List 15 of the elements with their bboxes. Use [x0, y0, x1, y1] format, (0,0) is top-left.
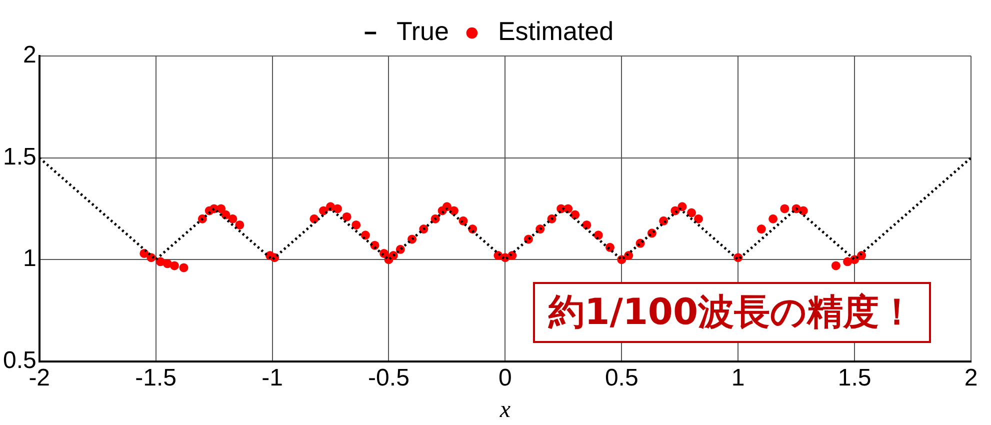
annotation: 約1/100波長の精度！ — [532, 282, 931, 343]
x-axis-title: x — [498, 396, 511, 423]
x-tick-label: 2 — [964, 364, 978, 392]
x-tick-label: 1.5 — [838, 364, 872, 392]
y-tick-label: 2 — [23, 42, 36, 69]
x-tick-label: -0.5 — [368, 364, 410, 392]
x-tick-label: 0.5 — [604, 364, 638, 392]
x-tick-label: -1 — [262, 364, 283, 392]
legend-label: Estimated — [498, 16, 614, 46]
x-tick-label: 0 — [498, 364, 512, 392]
y-tick-label: 1 — [23, 245, 36, 272]
x-tick-label: 1 — [731, 364, 745, 392]
legend-label: True — [396, 16, 449, 46]
x-tick-label: -1.5 — [135, 364, 176, 392]
y-tick-label: 1.5 — [2, 143, 36, 170]
